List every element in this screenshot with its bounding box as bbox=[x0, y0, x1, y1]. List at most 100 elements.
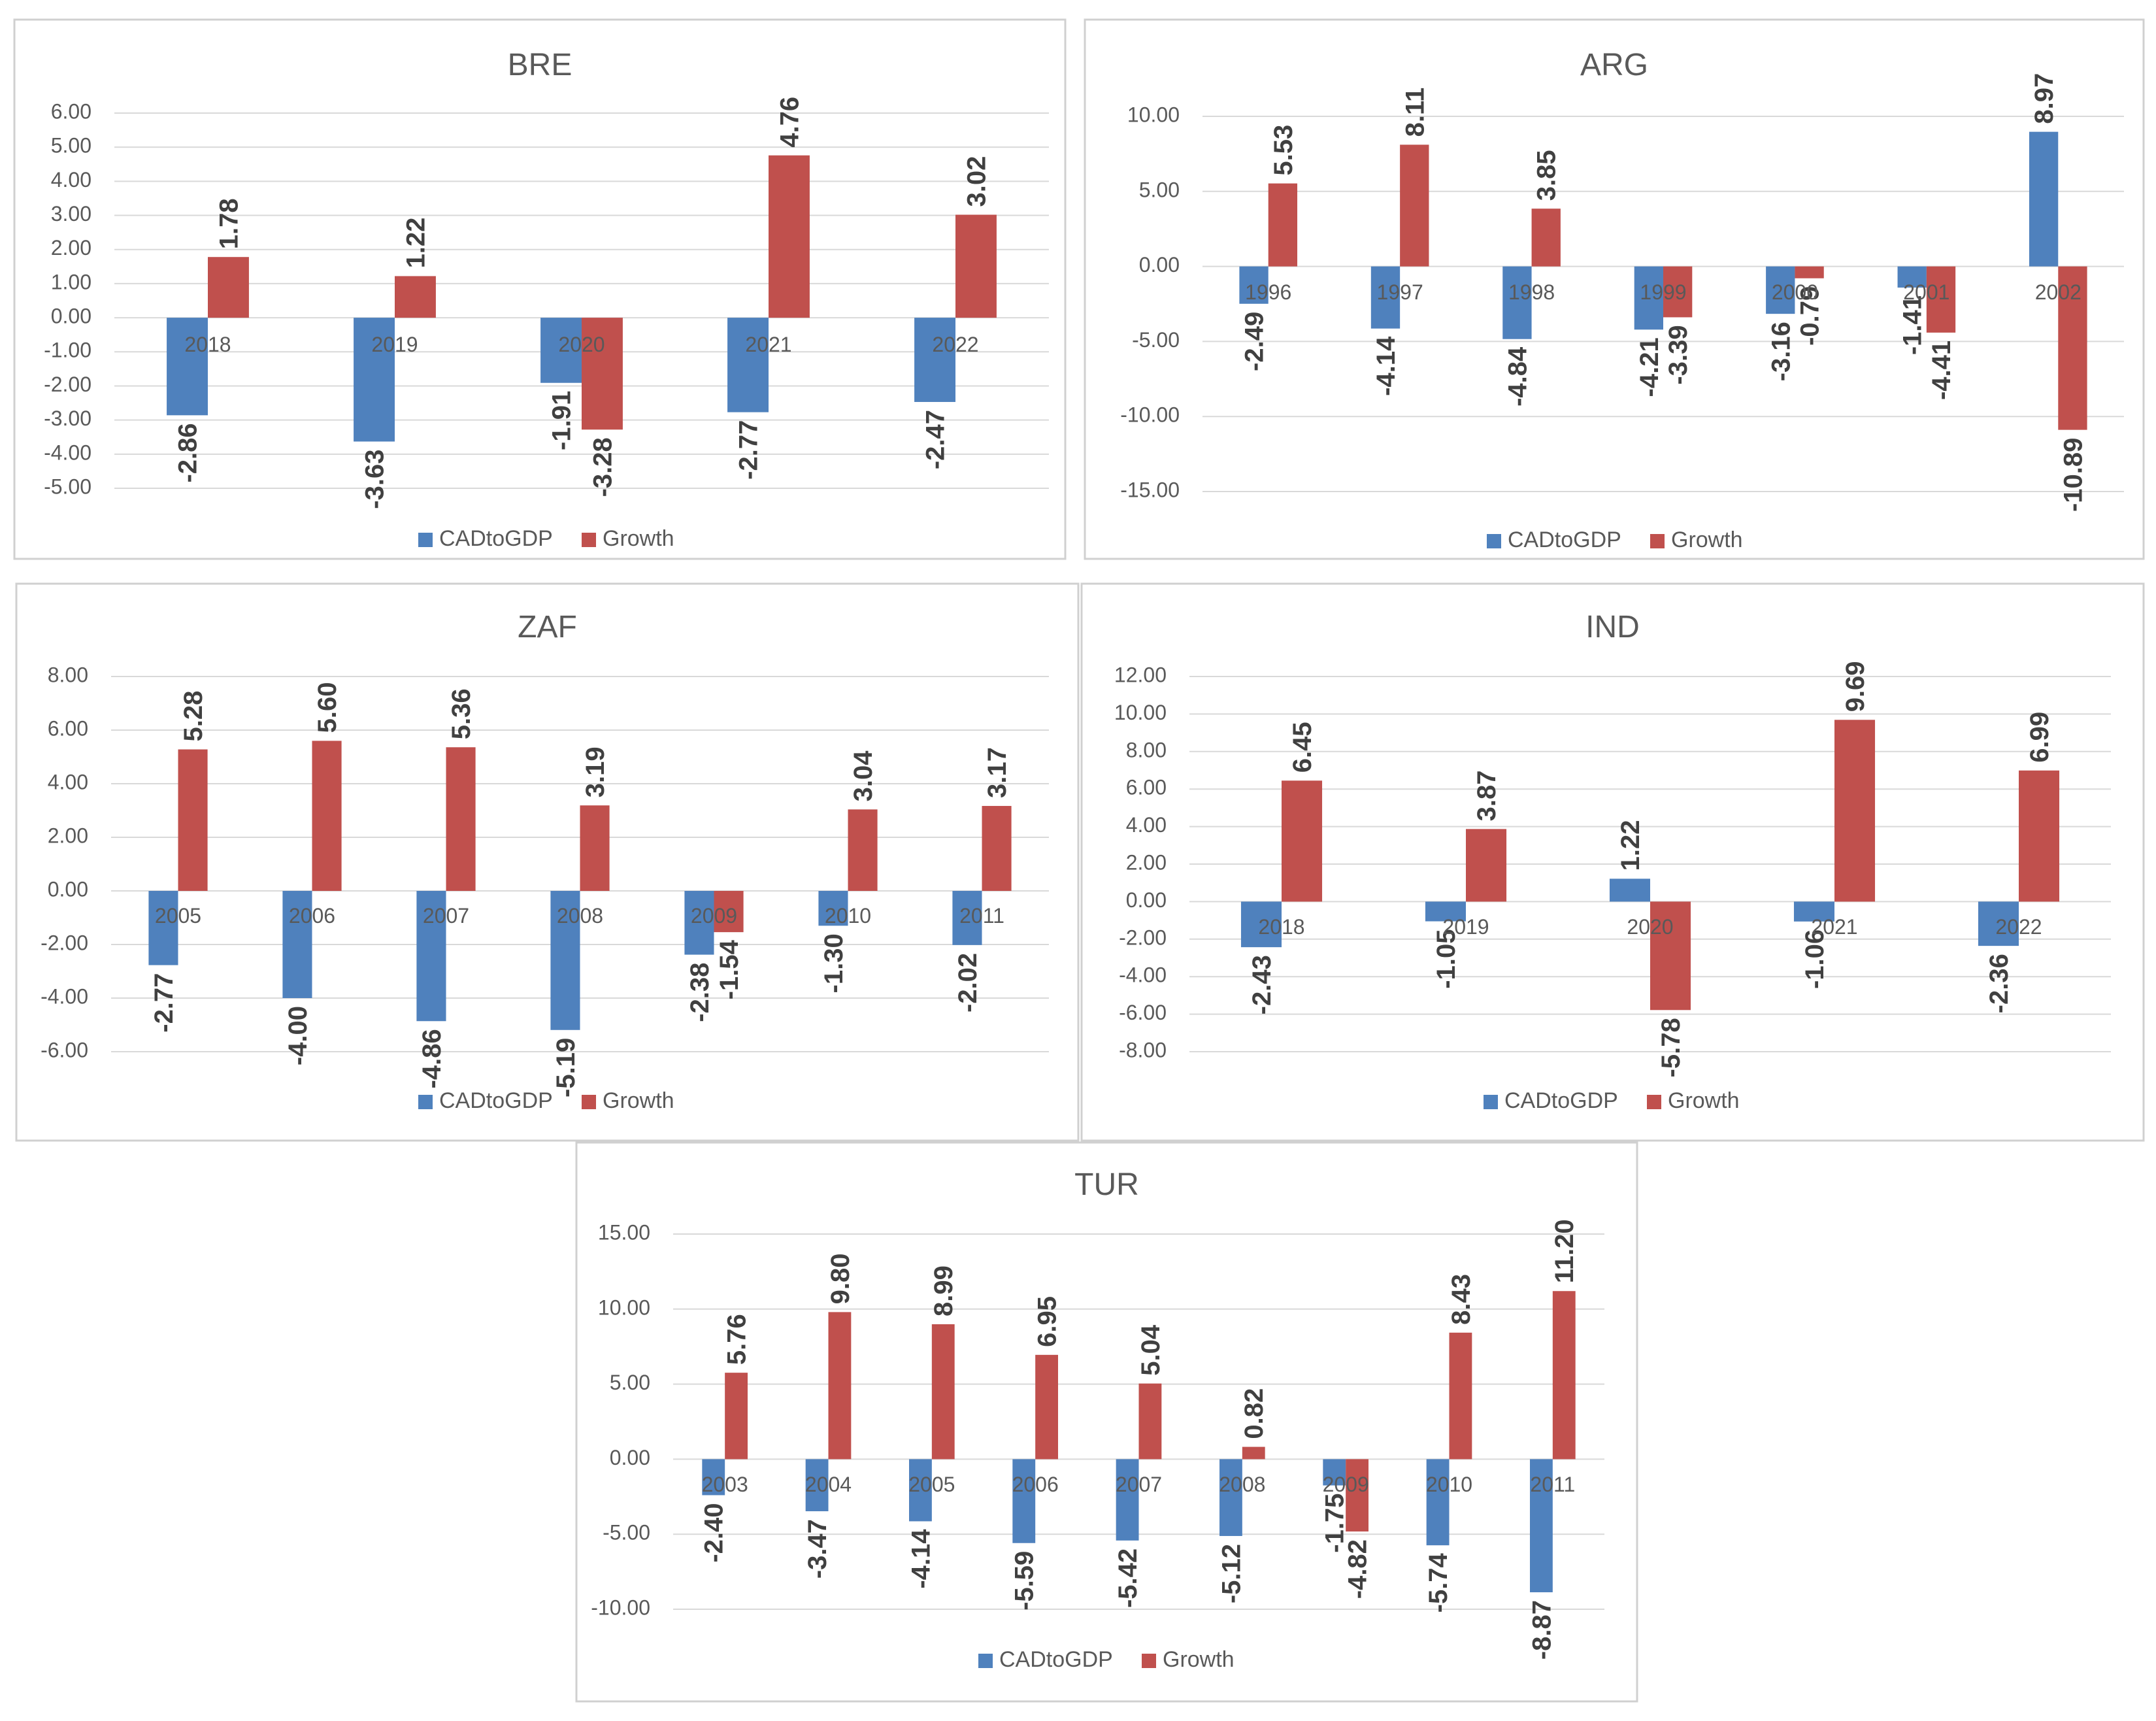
panel-frame bbox=[13, 18, 1067, 560]
legend-swatch-growth bbox=[1650, 534, 1665, 548]
bar-cadtogdp bbox=[1239, 266, 1269, 304]
category-label: 2001 bbox=[1903, 280, 1949, 304]
data-label: 5.28 bbox=[179, 691, 208, 742]
category-label: 2020 bbox=[558, 333, 605, 356]
bar-cadtogdp bbox=[1530, 1459, 1553, 1593]
data-label: 3.17 bbox=[983, 747, 1012, 798]
category-label: 2019 bbox=[1442, 915, 1489, 939]
data-label: -5.59 bbox=[1010, 1551, 1039, 1611]
data-label: 8.99 bbox=[929, 1265, 958, 1316]
bar-growth bbox=[1650, 901, 1691, 1011]
y-tick-label: -4.00 bbox=[41, 984, 88, 1008]
bar-growth bbox=[1282, 780, 1323, 902]
bar-cadtogdp bbox=[354, 318, 395, 442]
data-label: -4.00 bbox=[284, 1006, 312, 1065]
category-label: 2004 bbox=[805, 1473, 852, 1496]
y-tick-label: 15.00 bbox=[598, 1220, 650, 1244]
category-label: 2011 bbox=[959, 904, 1004, 927]
y-tick-label: -5.00 bbox=[603, 1521, 650, 1545]
y-tick-label: 6.00 bbox=[48, 716, 88, 740]
category-label: 2018 bbox=[184, 333, 231, 356]
category-label: 2009 bbox=[1323, 1473, 1369, 1496]
legend-swatch-growth bbox=[582, 533, 596, 547]
data-label: -3.28 bbox=[588, 437, 617, 497]
chart-panel-arg: ARG 10.00 5.00 0.00 -5.00 -10.00 -15.00 -2.49 5.… bbox=[1084, 18, 2145, 560]
category-label: 2011 bbox=[1530, 1473, 1575, 1496]
y-tick-label: 10.00 bbox=[598, 1295, 650, 1319]
legend-swatch-cad bbox=[978, 1654, 993, 1668]
data-label: -4.14 bbox=[1372, 336, 1401, 396]
bar-growth bbox=[1346, 1459, 1368, 1532]
legend-swatch-cad bbox=[418, 1095, 433, 1109]
data-label: -0.79 bbox=[1796, 286, 1825, 346]
legend-label-growth: Growth bbox=[1668, 1088, 1740, 1113]
data-label: 8.97 bbox=[2030, 73, 2059, 124]
data-label: 5.04 bbox=[1136, 1324, 1165, 1376]
y-tick-label: 1.00 bbox=[51, 270, 91, 293]
data-label: -1.91 bbox=[548, 391, 576, 450]
data-label: -4.21 bbox=[1635, 337, 1664, 397]
bar-cadtogdp bbox=[282, 891, 312, 998]
data-label: -4.82 bbox=[1344, 1539, 1372, 1599]
category-label: 2002 bbox=[2035, 280, 2081, 304]
category-label: 2006 bbox=[289, 904, 335, 927]
legend-label-cad: CADtoGDP bbox=[1504, 1088, 1618, 1113]
data-label: -1.75 bbox=[1321, 1494, 1350, 1553]
bar-growth bbox=[982, 806, 1012, 891]
category-label: 2019 bbox=[371, 333, 418, 356]
category-label: 2007 bbox=[1116, 1473, 1162, 1496]
y-tick-label: 5.00 bbox=[610, 1371, 650, 1394]
bar-growth bbox=[1926, 266, 1956, 333]
y-tick-label: -1.00 bbox=[44, 339, 91, 362]
chart-panel-zaf: ZAF 8.00 6.00 4.00 2.00 0.00 -2.00 -4.00 -6.00 -2… bbox=[15, 582, 1080, 1142]
bar-growth bbox=[446, 747, 476, 891]
bar-growth bbox=[1552, 1291, 1576, 1460]
y-tick-label: 3.00 bbox=[51, 202, 91, 226]
category-label: 2006 bbox=[1012, 1473, 1059, 1496]
y-tick-label: -6.00 bbox=[41, 1038, 88, 1061]
data-label: -1.41 bbox=[1899, 295, 1927, 355]
bar-growth bbox=[1138, 1383, 1162, 1460]
bar-cadtogdp bbox=[1978, 901, 2019, 946]
legend: CADtoGDP Growth bbox=[418, 1088, 674, 1113]
category-label: 2003 bbox=[702, 1473, 748, 1496]
bar-cadtogdp bbox=[416, 891, 446, 1022]
y-tick-label: -5.00 bbox=[44, 475, 91, 498]
bar-cadtogdp bbox=[167, 318, 208, 416]
legend-label-growth: Growth bbox=[603, 526, 674, 551]
bar-cadtogdp bbox=[914, 318, 955, 402]
bar-cadtogdp bbox=[909, 1459, 932, 1522]
y-tick-label: -4.00 bbox=[44, 441, 91, 464]
bar-growth bbox=[1268, 183, 1298, 267]
y-tick-label: -2.00 bbox=[1119, 926, 1167, 949]
bar-cadtogdp bbox=[702, 1459, 725, 1495]
legend-label-cad: CADtoGDP bbox=[999, 1647, 1113, 1672]
data-label: 6.45 bbox=[1288, 722, 1317, 773]
chart-title: BRE bbox=[508, 48, 572, 82]
data-label: 3.04 bbox=[849, 750, 878, 802]
data-label: -2.36 bbox=[1985, 954, 2014, 1013]
bar-growth bbox=[1531, 209, 1561, 267]
bar-cadtogdp bbox=[1240, 901, 1282, 948]
y-tick-label: -2.00 bbox=[41, 931, 88, 954]
data-label: 8.43 bbox=[1447, 1274, 1476, 1325]
data-label: -2.49 bbox=[1240, 312, 1269, 371]
y-tick-label: 6.00 bbox=[1126, 776, 1167, 799]
category-label: 1997 bbox=[1377, 280, 1423, 304]
y-tick-label: 2.00 bbox=[48, 824, 88, 847]
data-label: 3.87 bbox=[1472, 770, 1501, 821]
bar-growth bbox=[955, 214, 997, 318]
legend-swatch-growth bbox=[1647, 1095, 1661, 1109]
legend-label-cad: CADtoGDP bbox=[439, 1088, 553, 1113]
data-label: -2.38 bbox=[686, 963, 714, 1022]
bar-cadtogdp bbox=[148, 891, 178, 965]
legend-swatch-growth bbox=[1142, 1654, 1156, 1668]
y-tick-label: 12.00 bbox=[1114, 663, 1167, 686]
y-tick-label: -2.00 bbox=[44, 373, 91, 396]
category-label: 2010 bbox=[825, 904, 871, 927]
bar-growth bbox=[312, 741, 342, 891]
legend-label-growth: Growth bbox=[1163, 1647, 1235, 1672]
data-label: 3.02 bbox=[962, 156, 991, 207]
panel-frame bbox=[15, 582, 1080, 1142]
data-label: -1.54 bbox=[715, 939, 744, 999]
